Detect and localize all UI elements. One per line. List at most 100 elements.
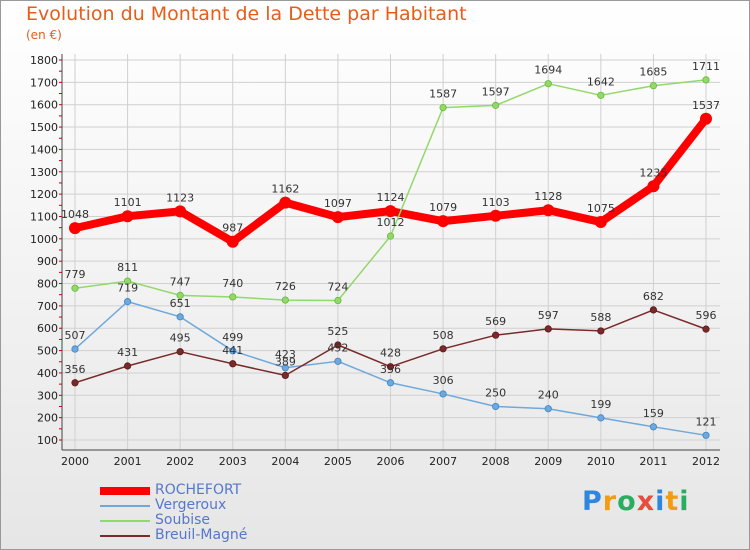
y-tick-label: 900 bbox=[37, 255, 58, 268]
data-label: 389 bbox=[275, 355, 296, 368]
data-point bbox=[702, 325, 710, 333]
data-point bbox=[649, 82, 658, 90]
data-point bbox=[281, 364, 289, 372]
data-label: 1642 bbox=[587, 75, 615, 88]
x-tick-label: 2002 bbox=[166, 455, 194, 468]
logo-letter: P bbox=[582, 486, 603, 517]
data-point bbox=[226, 235, 239, 248]
legend-label: Breuil-Magné bbox=[155, 527, 248, 543]
data-label: 811 bbox=[117, 261, 138, 274]
data-label: 431 bbox=[117, 346, 138, 359]
x-tick-label: 2000 bbox=[61, 455, 89, 468]
data-point bbox=[71, 379, 79, 387]
x-tick-label: 2005 bbox=[324, 455, 352, 468]
data-point bbox=[702, 76, 710, 84]
data-point bbox=[544, 80, 552, 88]
data-point bbox=[439, 104, 447, 112]
chart-subtitle: (en €) bbox=[26, 28, 62, 42]
data-label: 588 bbox=[590, 311, 611, 324]
data-point bbox=[71, 284, 79, 292]
data-label: 1103 bbox=[482, 196, 510, 209]
y-tick-label: 1000 bbox=[30, 233, 58, 246]
data-label: 719 bbox=[117, 282, 138, 295]
proxiti-logo: Proxiti bbox=[582, 486, 690, 517]
data-label: 987 bbox=[222, 222, 243, 235]
data-point bbox=[334, 341, 342, 349]
data-point bbox=[176, 291, 184, 299]
y-tick-label: 300 bbox=[37, 389, 58, 402]
y-tick-label: 500 bbox=[37, 345, 58, 358]
data-label: 569 bbox=[485, 315, 506, 328]
data-label: 1597 bbox=[482, 85, 510, 98]
data-label: 159 bbox=[643, 407, 664, 420]
data-point bbox=[702, 431, 710, 439]
data-point bbox=[69, 222, 81, 235]
data-point bbox=[489, 209, 502, 222]
data-point bbox=[492, 331, 500, 339]
data-point bbox=[123, 298, 132, 306]
data-point bbox=[176, 348, 184, 356]
data-label: 1128 bbox=[534, 190, 562, 203]
data-point bbox=[492, 101, 500, 109]
data-point bbox=[386, 232, 395, 240]
data-label: 1537 bbox=[692, 99, 720, 112]
data-label: 740 bbox=[222, 277, 243, 290]
data-label: 525 bbox=[327, 325, 348, 338]
data-label: 1075 bbox=[587, 202, 615, 215]
y-tick-label: 700 bbox=[37, 300, 58, 313]
data-label: 1162 bbox=[271, 183, 299, 196]
data-point bbox=[544, 405, 552, 413]
data-point bbox=[121, 210, 134, 223]
y-tick-label: 1500 bbox=[30, 121, 58, 134]
y-tick-label: 1100 bbox=[30, 210, 58, 223]
logo-letter: i bbox=[655, 486, 666, 517]
x-tick-label: 2009 bbox=[534, 455, 562, 468]
data-label: 356 bbox=[380, 363, 401, 376]
data-point bbox=[229, 360, 237, 368]
data-label: 1012 bbox=[377, 216, 405, 229]
data-label: 508 bbox=[433, 329, 454, 342]
legend-label: ROCHEFORT bbox=[155, 482, 242, 498]
data-label: 1694 bbox=[534, 64, 562, 77]
logo-letter: t bbox=[665, 486, 680, 517]
y-tick-label: 200 bbox=[37, 412, 58, 425]
legend-label: Soubise bbox=[155, 512, 211, 528]
data-label: 1123 bbox=[166, 191, 194, 204]
legend-label: Vergeroux bbox=[155, 497, 227, 513]
x-tick-label: 2004 bbox=[271, 455, 299, 468]
y-tick-label: 1400 bbox=[30, 143, 58, 156]
legend-swatch bbox=[100, 535, 150, 537]
data-label: 596 bbox=[696, 309, 717, 322]
data-point bbox=[492, 402, 500, 411]
data-label: 1101 bbox=[114, 196, 142, 209]
data-label: 306 bbox=[433, 374, 454, 387]
data-point bbox=[174, 205, 187, 218]
data-label: 1124 bbox=[377, 191, 405, 204]
x-tick-label: 2003 bbox=[219, 455, 247, 468]
x-tick-label: 2011 bbox=[639, 455, 667, 468]
data-point bbox=[229, 293, 237, 301]
data-point bbox=[649, 306, 658, 314]
data-label: 779 bbox=[65, 268, 86, 281]
data-label: 495 bbox=[170, 332, 191, 345]
data-label: 356 bbox=[65, 363, 86, 376]
data-label: 423 bbox=[275, 348, 296, 361]
data-label: 199 bbox=[590, 398, 611, 411]
data-label: 499 bbox=[222, 331, 243, 344]
x-tick-label: 2006 bbox=[377, 455, 405, 468]
legend-swatch bbox=[100, 505, 150, 507]
data-label: 726 bbox=[275, 280, 296, 293]
data-point bbox=[331, 211, 344, 224]
data-point bbox=[649, 423, 658, 431]
chart-title: Evolution du Montant de la Dette par Hab… bbox=[26, 3, 467, 25]
data-label: 724 bbox=[327, 281, 348, 294]
data-point bbox=[334, 357, 342, 365]
data-label: 1711 bbox=[692, 60, 720, 73]
data-label: 1079 bbox=[429, 201, 457, 214]
legend-swatch bbox=[100, 487, 150, 495]
y-tick-label: 100 bbox=[37, 434, 58, 447]
logo-letter: r bbox=[602, 486, 618, 517]
data-point bbox=[123, 362, 132, 370]
